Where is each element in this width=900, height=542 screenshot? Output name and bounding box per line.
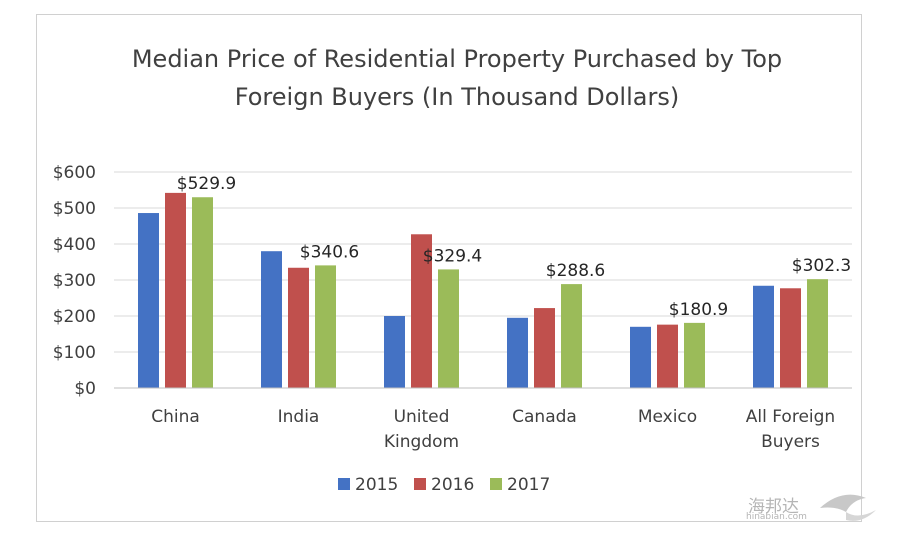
- chart-title: Median Price of Residential Property Pur…: [60, 40, 854, 116]
- x-category-label: India: [278, 407, 320, 427]
- y-tick-label: $100: [53, 343, 96, 363]
- legend-label: 2017: [507, 475, 550, 495]
- bar-2017: [315, 265, 336, 388]
- data-label: $288.6: [546, 261, 605, 281]
- x-category-label: United: [394, 407, 450, 427]
- data-label: $329.4: [423, 246, 482, 266]
- data-label: $529.9: [177, 174, 236, 194]
- bar-2015: [138, 213, 159, 388]
- x-category-label: Kingdom: [384, 432, 459, 452]
- bar-2015: [507, 317, 528, 388]
- bar-2016: [534, 308, 555, 388]
- y-tick-label: $0: [74, 379, 96, 399]
- bar-2017: [438, 269, 459, 388]
- bar-2017: [807, 279, 828, 388]
- legend-label: 2016: [431, 475, 474, 495]
- x-category-label: Mexico: [638, 407, 697, 427]
- x-category-label: China: [151, 407, 200, 427]
- x-category-label: All Foreign: [746, 407, 835, 427]
- y-tick-label: $600: [53, 163, 96, 183]
- bar-2017: [561, 284, 582, 388]
- bar-2015: [753, 285, 774, 388]
- y-tick-label: $400: [53, 235, 96, 255]
- y-tick-label: $200: [53, 307, 96, 327]
- bar-2017: [684, 322, 705, 388]
- watermark-url: hinabian.com: [746, 512, 807, 522]
- y-tick-label: $300: [53, 271, 96, 291]
- data-label: $302.3: [792, 256, 851, 276]
- legend-swatch-2015: [338, 478, 350, 490]
- chart-title-line-1: Median Price of Residential Property Pur…: [131, 45, 783, 73]
- bar-2015: [384, 316, 405, 388]
- bar-2016: [780, 288, 801, 388]
- chart-frame: [36, 14, 862, 522]
- bar-2016: [411, 234, 432, 388]
- bar-2016: [657, 324, 678, 388]
- x-category-label: Canada: [512, 407, 577, 427]
- watermark-brand: 海邦达: [748, 497, 799, 517]
- legend-label: 2015: [355, 475, 398, 495]
- bar-2017: [192, 197, 213, 388]
- legend-swatch-2017: [490, 478, 502, 490]
- bar-2015: [630, 326, 651, 388]
- data-label: $180.9: [669, 300, 728, 320]
- bar-2016: [288, 267, 309, 388]
- x-category-label: Buyers: [761, 432, 820, 452]
- bar-2016: [165, 192, 186, 388]
- data-label: $340.6: [300, 242, 359, 262]
- y-tick-label: $500: [53, 199, 96, 219]
- legend-swatch-2016: [414, 478, 426, 490]
- bar-2015: [261, 251, 282, 388]
- chart-title-line-2: Foreign Buyers (In Thousand Dollars): [234, 83, 680, 111]
